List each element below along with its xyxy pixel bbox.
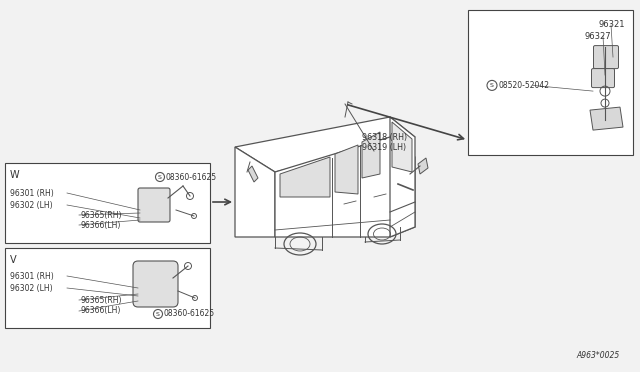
Polygon shape <box>235 117 415 172</box>
Text: 08360-61625: 08360-61625 <box>164 310 215 318</box>
Text: 96365(RH): 96365(RH) <box>80 211 122 219</box>
Text: V: V <box>10 255 17 265</box>
Polygon shape <box>392 122 412 172</box>
Text: S: S <box>158 174 162 180</box>
Text: 96318 (RH): 96318 (RH) <box>362 133 407 142</box>
Polygon shape <box>390 117 415 237</box>
Text: 96365(RH): 96365(RH) <box>80 295 122 305</box>
FancyBboxPatch shape <box>138 188 170 222</box>
FancyBboxPatch shape <box>593 46 618 68</box>
Text: S: S <box>156 311 160 317</box>
Polygon shape <box>418 158 428 174</box>
Bar <box>468 10 633 155</box>
Polygon shape <box>362 132 380 178</box>
Polygon shape <box>275 137 415 237</box>
Polygon shape <box>335 145 358 194</box>
Text: W: W <box>10 170 20 180</box>
FancyBboxPatch shape <box>133 261 178 307</box>
Polygon shape <box>248 166 258 182</box>
Bar <box>5 163 210 243</box>
Text: 96302 (LH): 96302 (LH) <box>10 201 52 209</box>
Text: 96319 (LH): 96319 (LH) <box>362 143 406 152</box>
Text: A963*0025: A963*0025 <box>577 351 620 360</box>
Polygon shape <box>235 147 275 237</box>
FancyBboxPatch shape <box>591 68 614 87</box>
Text: 08520-52042: 08520-52042 <box>499 81 550 90</box>
Polygon shape <box>280 157 330 197</box>
Text: 96301 (RH): 96301 (RH) <box>10 189 54 198</box>
Bar <box>5 248 210 328</box>
Text: 96321: 96321 <box>598 20 625 29</box>
Text: 08360-61625: 08360-61625 <box>166 173 217 182</box>
Text: 96366(LH): 96366(LH) <box>80 307 120 315</box>
Polygon shape <box>590 107 623 130</box>
Text: 96302 (LH): 96302 (LH) <box>10 283 52 292</box>
Text: 96327: 96327 <box>584 32 611 41</box>
Text: S: S <box>490 83 494 88</box>
Text: 96366(LH): 96366(LH) <box>80 221 120 230</box>
Text: 96301 (RH): 96301 (RH) <box>10 272 54 280</box>
